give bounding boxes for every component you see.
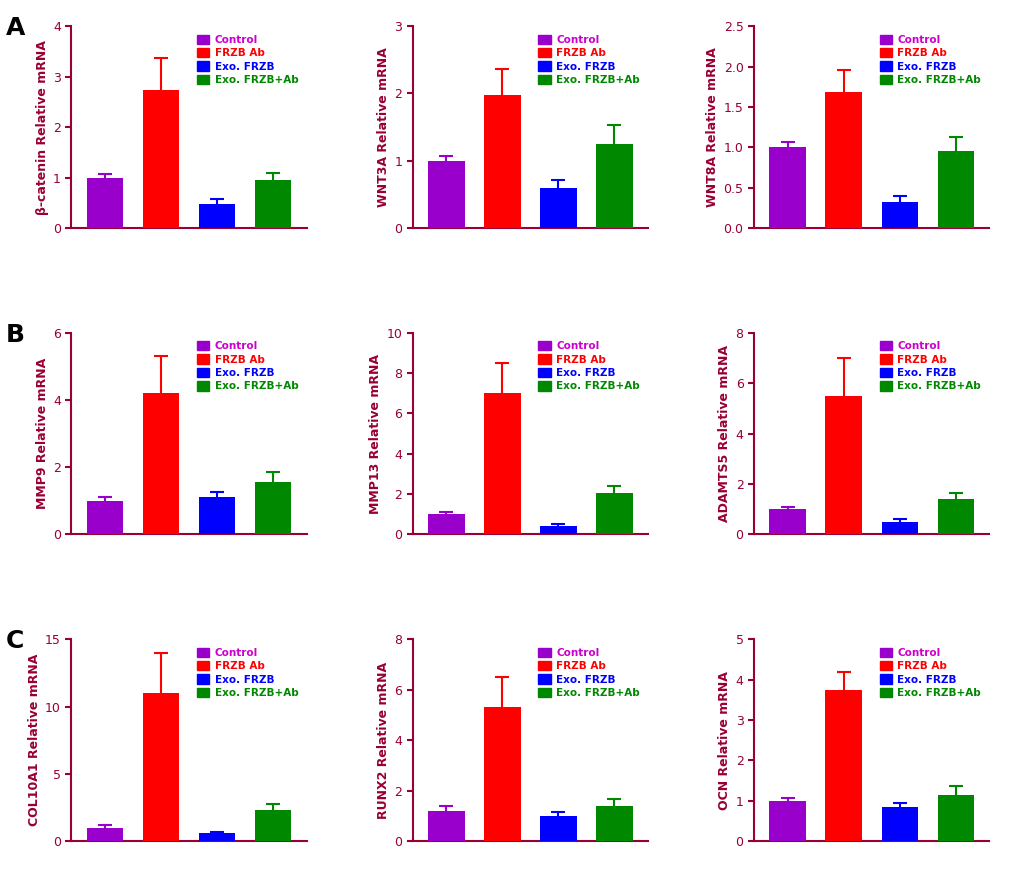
Bar xyxy=(824,689,861,841)
Bar xyxy=(484,393,520,534)
Bar xyxy=(768,801,805,841)
Legend: Control, FRZB Ab, Exo. FRZB, Exo. FRZB+Ab: Control, FRZB Ab, Exo. FRZB, Exo. FRZB+A… xyxy=(535,32,642,88)
Bar xyxy=(199,498,235,534)
Bar xyxy=(768,509,805,534)
Legend: Control, FRZB Ab, Exo. FRZB, Exo. FRZB+Ab: Control, FRZB Ab, Exo. FRZB, Exo. FRZB+A… xyxy=(194,32,302,88)
Y-axis label: ADAMTS5 Relative mRNA: ADAMTS5 Relative mRNA xyxy=(717,345,731,522)
Text: C: C xyxy=(5,629,23,653)
Legend: Control, FRZB Ab, Exo. FRZB, Exo. FRZB+Ab: Control, FRZB Ab, Exo. FRZB, Exo. FRZB+A… xyxy=(194,338,302,394)
Bar xyxy=(936,152,973,228)
Bar xyxy=(936,499,973,534)
Bar xyxy=(87,501,123,534)
Y-axis label: MMP13 Relative mRNA: MMP13 Relative mRNA xyxy=(369,354,382,513)
Bar xyxy=(880,807,917,841)
Y-axis label: β-catenin Relative mRNA: β-catenin Relative mRNA xyxy=(36,39,49,215)
Bar xyxy=(596,493,632,534)
Bar xyxy=(540,816,576,841)
Y-axis label: OCN Relative mRNA: OCN Relative mRNA xyxy=(717,671,731,809)
Text: A: A xyxy=(5,16,24,40)
Bar xyxy=(936,795,973,841)
Legend: Control, FRZB Ab, Exo. FRZB, Exo. FRZB+Ab: Control, FRZB Ab, Exo. FRZB, Exo. FRZB+A… xyxy=(535,338,642,394)
Bar xyxy=(143,90,179,228)
Bar xyxy=(143,693,179,841)
Legend: Control, FRZB Ab, Exo. FRZB, Exo. FRZB+Ab: Control, FRZB Ab, Exo. FRZB, Exo. FRZB+A… xyxy=(535,645,642,701)
Bar xyxy=(255,810,291,841)
Y-axis label: MMP9 Relative mRNA: MMP9 Relative mRNA xyxy=(36,358,49,509)
Legend: Control, FRZB Ab, Exo. FRZB, Exo. FRZB+Ab: Control, FRZB Ab, Exo. FRZB, Exo. FRZB+A… xyxy=(194,645,302,701)
Bar xyxy=(596,806,632,841)
Bar xyxy=(199,204,235,228)
Bar xyxy=(484,707,520,841)
Y-axis label: WNT3A Relative mRNA: WNT3A Relative mRNA xyxy=(377,47,389,207)
Y-axis label: RUNX2 Relative mRNA: RUNX2 Relative mRNA xyxy=(377,661,389,819)
Legend: Control, FRZB Ab, Exo. FRZB, Exo. FRZB+Ab: Control, FRZB Ab, Exo. FRZB, Exo. FRZB+A… xyxy=(875,338,983,394)
Bar xyxy=(143,393,179,534)
Bar xyxy=(255,483,291,534)
Bar xyxy=(199,833,235,841)
Bar xyxy=(87,828,123,841)
Bar xyxy=(428,160,464,228)
Bar xyxy=(880,202,917,228)
Y-axis label: WNT8A Relative mRNA: WNT8A Relative mRNA xyxy=(706,47,718,207)
Bar xyxy=(824,93,861,228)
Bar xyxy=(880,522,917,534)
Bar xyxy=(87,178,123,228)
Bar xyxy=(768,147,805,228)
Bar xyxy=(255,180,291,228)
Bar xyxy=(428,514,464,534)
Bar xyxy=(540,187,576,228)
Legend: Control, FRZB Ab, Exo. FRZB, Exo. FRZB+Ab: Control, FRZB Ab, Exo. FRZB, Exo. FRZB+A… xyxy=(875,645,983,701)
Bar xyxy=(596,144,632,228)
Bar xyxy=(428,810,464,841)
Bar xyxy=(484,95,520,228)
Legend: Control, FRZB Ab, Exo. FRZB, Exo. FRZB+Ab: Control, FRZB Ab, Exo. FRZB, Exo. FRZB+A… xyxy=(875,32,983,88)
Text: B: B xyxy=(5,322,24,347)
Bar xyxy=(540,526,576,534)
Bar xyxy=(824,396,861,534)
Y-axis label: COL10A1 Relative mRNA: COL10A1 Relative mRNA xyxy=(28,654,41,826)
